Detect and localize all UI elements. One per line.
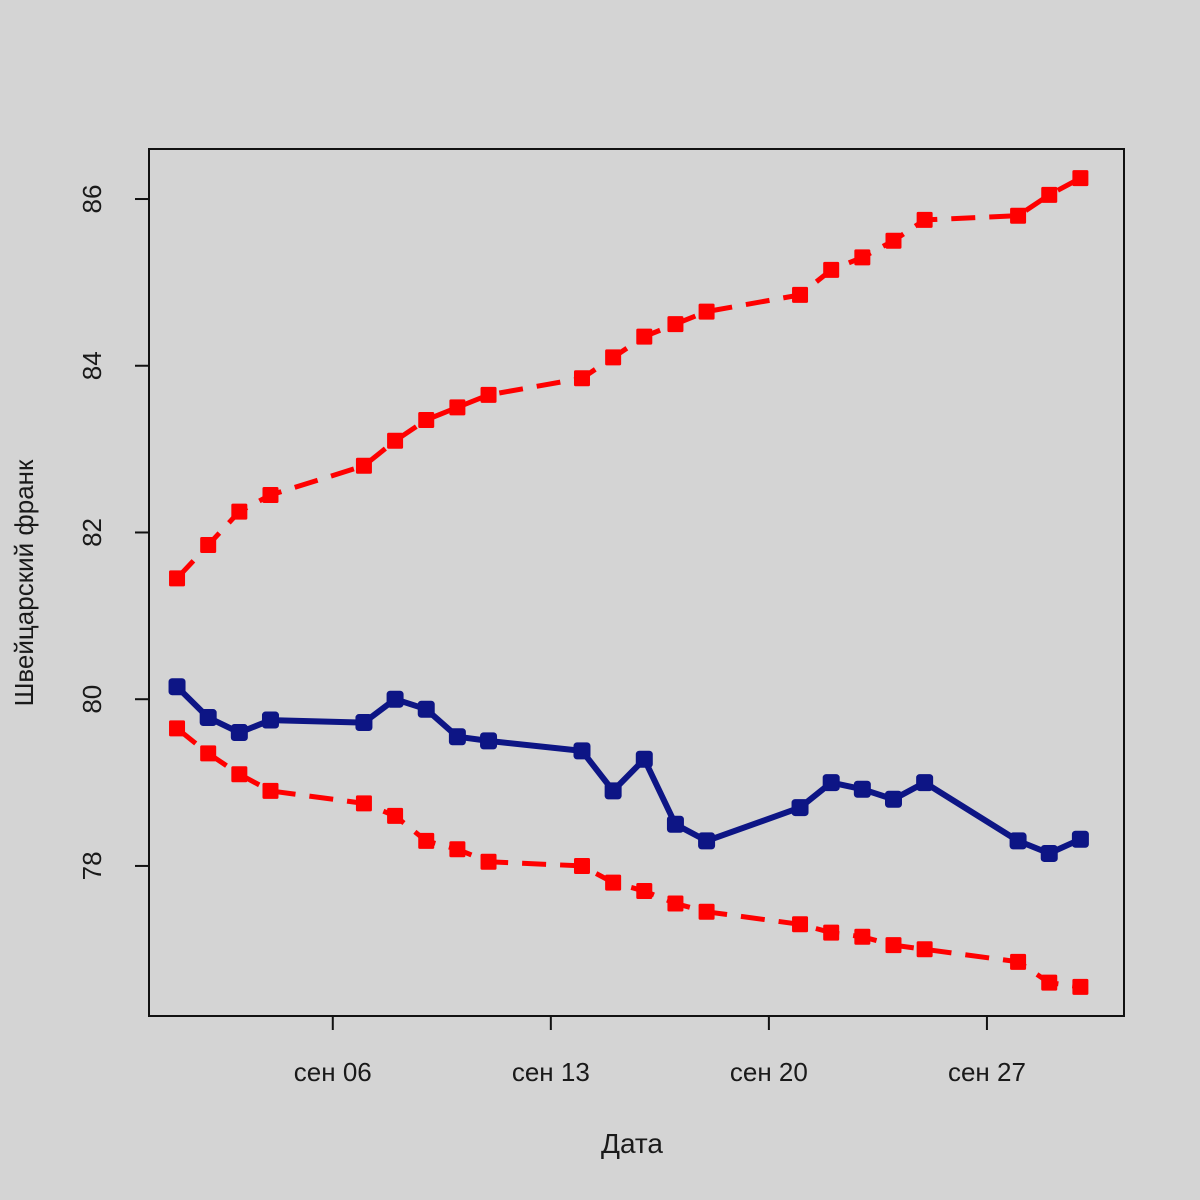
data-point-upper (200, 536, 217, 553)
data-point-upper (792, 286, 809, 303)
data-point-upper (636, 328, 653, 345)
data-point-lower (1072, 978, 1089, 995)
data-point-rate (230, 724, 248, 742)
x-axis-label: Дата (601, 1128, 663, 1159)
data-point-rate (1009, 832, 1027, 850)
y-tick-label: 78 (77, 851, 107, 880)
data-point-rate (417, 700, 435, 718)
data-point-upper (1072, 170, 1089, 187)
data-point-upper (387, 432, 404, 449)
data-point-rate (1071, 830, 1089, 848)
data-point-lower (169, 720, 186, 737)
data-point-lower (1041, 974, 1058, 991)
data-point-rate (822, 774, 840, 792)
series-upper (169, 170, 1089, 587)
data-point-lower (449, 841, 466, 858)
data-point-rate (480, 732, 498, 750)
data-point-rate (573, 742, 591, 760)
series-rate (168, 678, 1089, 862)
data-point-upper (573, 370, 590, 387)
y-tick-label: 82 (77, 518, 107, 547)
data-point-upper (262, 486, 279, 503)
data-point-upper (1041, 186, 1058, 203)
data-point-upper (231, 503, 248, 520)
data-point-upper (605, 349, 622, 366)
data-point-lower (667, 895, 684, 912)
data-point-lower (792, 916, 809, 933)
data-point-lower (823, 924, 840, 941)
data-point-rate (791, 799, 809, 817)
data-point-lower (231, 766, 248, 783)
data-point-rate (199, 709, 217, 727)
data-point-lower (573, 857, 590, 874)
data-point-upper (418, 411, 435, 428)
data-point-lower (1010, 953, 1027, 970)
data-point-rate (355, 714, 373, 732)
data-point-upper (169, 570, 186, 587)
y-axis-label: Швейцарский франк (9, 459, 39, 706)
y-tick-label: 86 (77, 185, 107, 214)
data-point-lower (605, 874, 622, 891)
x-tick-label: сен 13 (512, 1057, 590, 1087)
data-point-upper (667, 316, 684, 333)
data-point-rate (386, 690, 404, 708)
data-point-lower (916, 941, 933, 958)
x-tick-label: сен 27 (948, 1057, 1026, 1087)
y-tick-label: 80 (77, 685, 107, 714)
x-tick-label: сен 06 (294, 1057, 372, 1087)
data-point-lower (387, 807, 404, 824)
data-point-lower (262, 782, 279, 799)
series-lower (169, 720, 1089, 995)
y-axis: 78 80 82 84 86 (77, 185, 149, 880)
data-point-upper (885, 232, 902, 249)
data-point-rate (448, 728, 466, 746)
series-line-lower (175, 726, 1081, 990)
data-point-rate (698, 832, 716, 850)
x-tick-label: сен 20 (730, 1057, 808, 1087)
data-point-rate (916, 774, 934, 792)
data-point-upper (854, 249, 871, 266)
data-point-rate (168, 678, 186, 696)
data-point-upper (480, 386, 497, 403)
data-point-rate (635, 750, 653, 768)
plot-frame (148, 148, 1125, 1017)
series-layer (168, 170, 1089, 995)
data-point-rate (261, 711, 279, 729)
data-point-upper (823, 261, 840, 278)
series-line-rate (174, 684, 1082, 857)
data-point-upper (355, 457, 372, 474)
data-point-lower (480, 853, 497, 870)
y-tick-label: 84 (77, 351, 107, 380)
data-point-rate (1040, 844, 1058, 862)
data-point-upper (916, 211, 933, 228)
data-point-upper (1010, 207, 1027, 224)
data-point-rate (884, 790, 902, 808)
data-point-rate (604, 782, 622, 800)
data-point-lower (418, 832, 435, 849)
data-point-lower (698, 903, 715, 920)
data-point-upper (449, 399, 466, 416)
data-point-rate (666, 815, 684, 833)
x-axis: сен 06 сен 13 сен 20 сен 27 (294, 1016, 1026, 1087)
data-point-lower (200, 745, 217, 762)
data-point-rate (853, 780, 871, 798)
data-point-lower (885, 937, 902, 954)
data-point-upper (698, 303, 715, 320)
data-point-lower (636, 882, 653, 899)
series-line-upper (175, 175, 1082, 581)
data-point-lower (355, 795, 372, 812)
data-point-lower (854, 928, 871, 945)
